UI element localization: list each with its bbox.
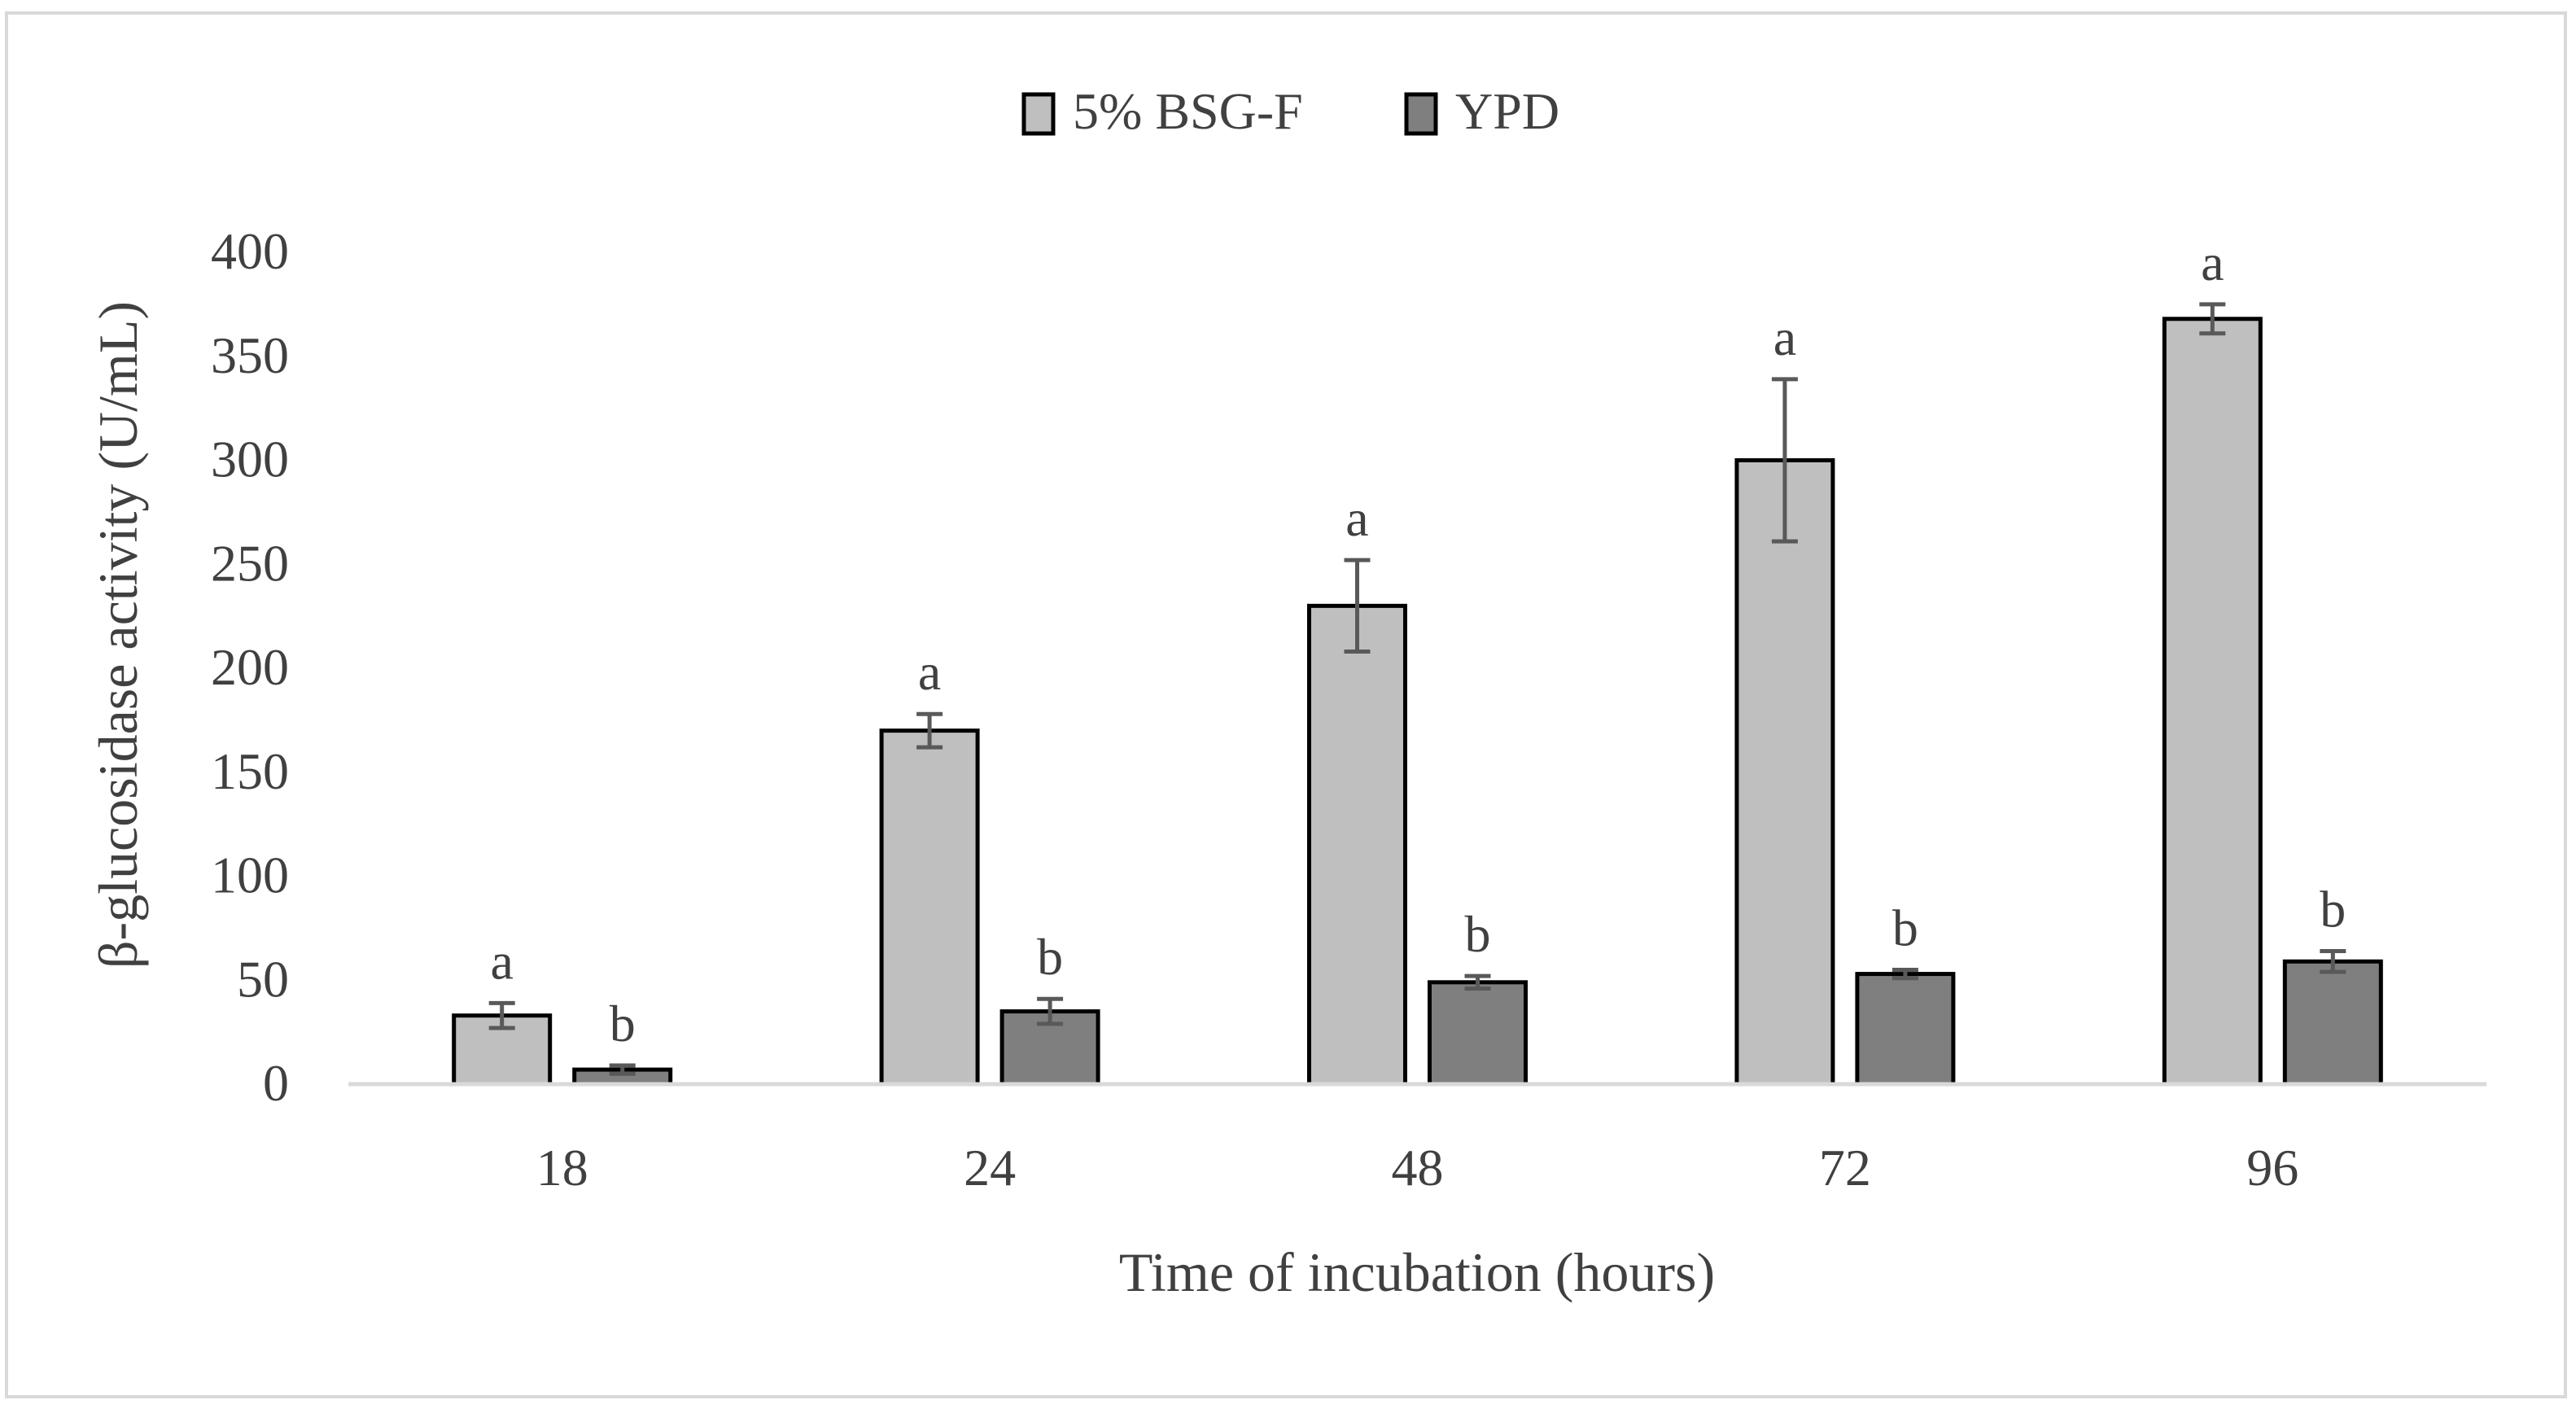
annotation-5pct-bsg-f-18: a [490,932,513,990]
bar-5pct-bsg-f-24 [879,728,980,1087]
annotation-ypd-72: b [1892,899,1918,956]
significance-letters: a a a a a b b b b b [490,234,2346,1052]
error-bar-ypd-18 [609,1063,636,1076]
x-tick-label-48: 48 [1392,1139,1444,1196]
annotation-ypd-48: b [1465,905,1491,963]
annotation-5pct-bsg-f-72: a [1773,308,1796,366]
legend: 5% BSG-F YPD [1021,82,1559,140]
annotation-5pct-bsg-f-48: a [1345,489,1368,547]
error-bar-ypd-72 [1892,967,1918,981]
x-tick-label-96: 96 [2246,1139,2298,1196]
error-bar-ypd-24 [1037,996,1064,1026]
error-bar-ypd-96 [2320,948,2346,974]
x-tick-label-18: 18 [536,1139,588,1196]
legend-swatch-ypd [1404,92,1438,136]
y-tick-label-100: 100 [211,846,289,904]
bar-ypd-48 [1428,980,1528,1087]
bar-ypd-72 [1855,972,1956,1087]
y-tick-label-50: 50 [237,950,289,1008]
error-bar-ypd-48 [1464,973,1491,991]
y-tick-label-350: 350 [211,326,289,384]
error-bar-5pct-bsg-f-24 [916,711,943,750]
error-bar-5pct-bsg-f-72 [1771,377,1798,544]
y-tick-label-200: 200 [211,638,289,696]
error-bar-5pct-bsg-f-48 [1344,558,1371,654]
error-bar-5pct-bsg-f-96 [2199,302,2226,336]
y-tick-label-0: 0 [263,1054,289,1112]
annotation-5pct-bsg-f-24: a [918,643,941,701]
chart-frame [5,11,2567,1398]
legend-label-5pct-bsg-f: 5% BSG-F [1073,82,1303,140]
bar-5pct-bsg-f-96 [2162,317,2263,1087]
y-axis-ticks: 0 50 100 150 200 250 300 350 400 [211,222,289,1112]
bar-5pct-bsg-f-48 [1307,603,1407,1087]
error-bars [488,302,2346,1076]
y-tick-label-150: 150 [211,742,289,800]
error-bar-5pct-bsg-f-18 [488,1000,515,1030]
bar-ypd-96 [2282,959,2383,1087]
x-tick-label-72: 72 [1819,1139,1871,1196]
y-axis-title: β-glucosidase activity (U/mL) [87,301,149,969]
y-tick-label-250: 250 [211,534,289,592]
x-axis-title: Time of incubation (hours) [1119,1241,1715,1303]
x-axis-ticks: 18 24 48 72 96 [536,1139,2299,1196]
y-tick-label-300: 300 [211,431,289,488]
y-tick-label-400: 400 [211,222,289,280]
bar-series [452,317,2383,1087]
annotation-ypd-18: b [610,995,636,1052]
annotation-ypd-24: b [1037,928,1063,986]
annotation-ypd-96: b [2320,880,2346,938]
legend-label-ypd: YPD [1455,82,1559,140]
bar-5pct-bsg-f-72 [1734,458,1835,1087]
legend-swatch-5pct-bsg-f [1021,92,1056,136]
x-tick-label-24: 24 [964,1139,1016,1196]
annotation-5pct-bsg-f-96: a [2201,234,2224,291]
